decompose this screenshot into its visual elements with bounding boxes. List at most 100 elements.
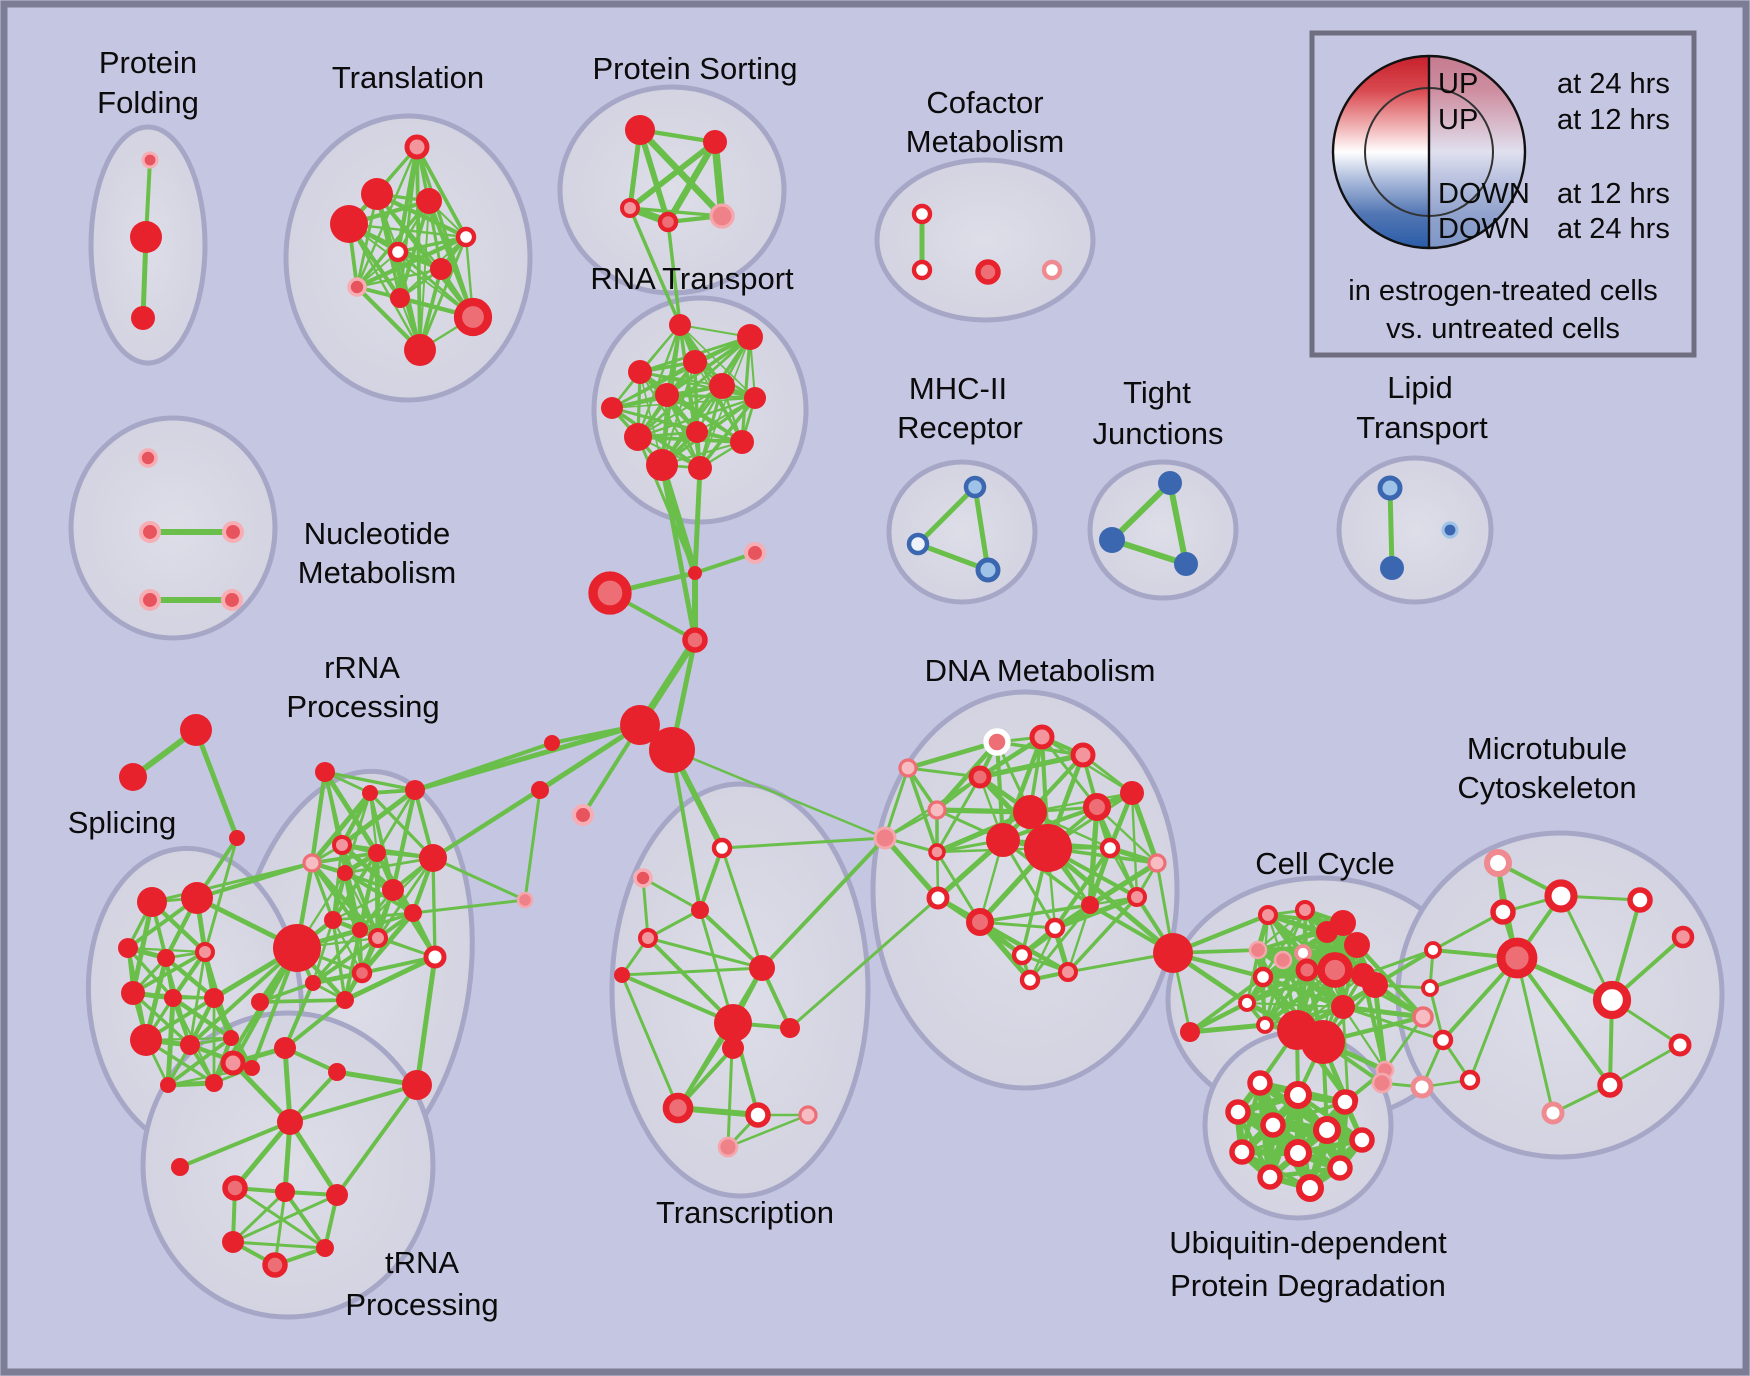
network-node-red-pink <box>1295 900 1315 920</box>
network-edge <box>368 791 435 860</box>
network-node-red <box>160 1077 176 1093</box>
network-node-red <box>368 844 386 862</box>
network-node-red <box>1153 933 1193 973</box>
network-edge <box>431 856 527 902</box>
network-edge <box>163 955 217 1001</box>
network-node-red <box>326 1184 348 1206</box>
network-edge <box>1341 1005 1445 1042</box>
network-node-red <box>430 258 452 280</box>
network-edge <box>258 998 347 1004</box>
cluster-label-cellcycle: Cell Cycle <box>1255 846 1395 881</box>
network-node-pink-light <box>898 758 918 778</box>
network-edge <box>309 769 328 866</box>
network-node-pink-ring <box>347 277 367 297</box>
cluster-ellipse-cofactor <box>874 157 1096 323</box>
network-node-red-white <box>1099 837 1121 859</box>
cluster-label-dna: DNA Metabolism <box>925 653 1156 688</box>
network-node-red <box>305 975 321 991</box>
network-node-red-white <box>911 203 933 225</box>
network-edge <box>1087 860 1160 908</box>
network-node-red-pinkdark <box>965 907 995 937</box>
network-node-pink-ring <box>138 588 162 612</box>
network-node-red-pink <box>620 198 640 218</box>
legend-entry-time: at 24 hrs <box>1557 68 1670 100</box>
network-node-red-pink <box>638 928 658 948</box>
network-node-red <box>404 904 422 922</box>
network-node-red-pink <box>1127 887 1147 907</box>
cluster-label-translation: Translation <box>332 60 484 95</box>
legend-entry-label: UP <box>1438 68 1478 100</box>
network-node-red-pink <box>1029 724 1055 750</box>
cluster-label-ubiquitin: Ubiquitin-dependent <box>1169 1225 1447 1260</box>
network-node-red <box>1362 972 1388 998</box>
network-edge <box>883 766 910 840</box>
network-node-red <box>416 188 442 214</box>
cluster-label-trna: tRNA <box>385 1245 459 1280</box>
network-edge <box>610 360 697 410</box>
cluster-label-lipid: Transport <box>1356 410 1488 445</box>
network-node-red-white <box>1229 1139 1255 1165</box>
network-edge <box>131 991 192 1047</box>
network-edge <box>283 998 347 1050</box>
network-node-red-white <box>745 1102 771 1128</box>
network-node-red-pinkdark <box>1317 952 1353 988</box>
network-node-red-pinkdark <box>662 1092 694 1124</box>
network-edge <box>1028 903 1092 982</box>
network-edge <box>1515 956 1612 1087</box>
network-node-red-pink <box>220 1050 246 1076</box>
network-node-red-pinkdark <box>682 627 708 653</box>
network-node-red <box>601 397 623 419</box>
network-node-red-white <box>1044 917 1066 939</box>
network-edge <box>288 1083 419 1124</box>
network-edge <box>636 126 726 220</box>
network-edge <box>232 1119 293 1191</box>
network-node-pink-white <box>1541 1101 1565 1125</box>
network-node-red <box>180 714 212 746</box>
network-node-pink-solid <box>717 1136 739 1158</box>
network-edge <box>230 1060 293 1125</box>
network-edge <box>390 787 418 893</box>
network-edge <box>1387 485 1395 571</box>
cluster-label-nucleotide: Nucleotide <box>304 516 450 551</box>
network-node-red-pink <box>1671 925 1695 949</box>
network-edge <box>905 739 1000 771</box>
cluster-label-rna: RNA Transport <box>590 261 794 296</box>
cluster-ellipse-lipid <box>1336 455 1494 605</box>
network-edge <box>339 787 418 848</box>
network-node-red <box>544 735 560 751</box>
network-edge <box>1028 791 1134 814</box>
network-edge <box>1383 1015 1425 1072</box>
network-node-red <box>749 955 775 981</box>
network-node-red <box>686 421 708 443</box>
network-node-red-pink <box>1258 905 1278 925</box>
network-node-red-white <box>1544 879 1578 913</box>
network-node-red-white <box>1252 966 1274 988</box>
network-node-red <box>204 988 224 1008</box>
network-node-red-pinkdark <box>588 571 632 615</box>
network-node-blue-white <box>906 532 930 556</box>
network-edge <box>1608 1043 1682 1087</box>
network-node-red-pinkdark <box>222 1175 248 1201</box>
network-node-red <box>137 887 167 917</box>
network-node-red <box>157 949 175 967</box>
network-edge <box>699 336 751 469</box>
network-edge <box>283 1190 327 1250</box>
network-node-red-white <box>1432 1029 1454 1051</box>
network-node-pink-ring <box>633 868 653 888</box>
network-edge <box>343 856 435 875</box>
network-node-red-white <box>1011 944 1033 966</box>
network-edge <box>343 928 362 1002</box>
network-edge <box>331 918 347 1002</box>
network-node-red <box>986 823 1020 857</box>
network-node-red <box>382 879 404 901</box>
network-edge <box>193 727 240 841</box>
network-node-red-white <box>1327 1155 1353 1181</box>
network-edge <box>1187 1022 1268 1035</box>
legend-entry-label: DOWN <box>1438 213 1530 245</box>
network-node-red <box>121 981 145 1005</box>
network-edge <box>906 766 939 854</box>
network-node-red-white <box>1668 1033 1692 1057</box>
network-node-red-pinkdark <box>453 297 493 337</box>
network-node-red-white <box>711 837 733 859</box>
cluster-label-mhc: MHC-II <box>909 371 1007 406</box>
